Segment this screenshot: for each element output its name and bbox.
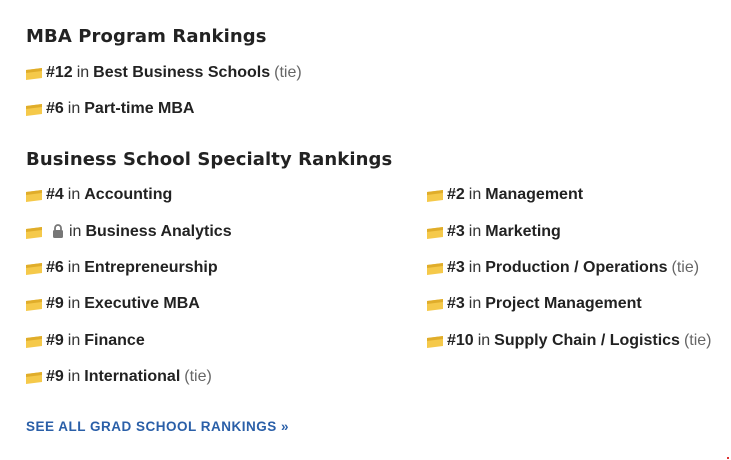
rank-number: #9: [46, 368, 64, 385]
rank-item-supply-chain-logistics[interactable]: #10 in Supply Chain / Logistics (tie): [427, 330, 712, 352]
mba-rankings-title: MBA Program Rankings: [26, 26, 267, 47]
ribbon-flag-icon: [26, 104, 42, 116]
specialty-rankings-title: Business School Specialty Rankings: [26, 149, 393, 170]
rank-in-text: in: [67, 332, 81, 349]
rank-category-link[interactable]: Management: [485, 186, 584, 203]
rank-category-link[interactable]: Finance: [84, 332, 145, 349]
rank-category-link[interactable]: Business Analytics: [85, 223, 232, 240]
ribbon-flag-icon: [26, 227, 42, 239]
rank-number: #10: [447, 332, 474, 349]
rank-item-international[interactable]: #9 in International (tie): [26, 366, 212, 388]
rank-in-text: in: [67, 295, 81, 312]
rank-tie-note: (tie): [184, 368, 212, 385]
rank-category-link[interactable]: Production / Operations: [485, 259, 668, 276]
rank-number: #3: [447, 223, 465, 240]
lock-icon: [52, 224, 64, 238]
rank-item-project-management[interactable]: #3 in Project Management: [427, 293, 642, 315]
rank-category-link[interactable]: Best Business Schools: [93, 64, 271, 81]
rank-item-production-operations[interactable]: #3 in Production / Operations (tie): [427, 257, 699, 279]
rank-item-business-analytics[interactable]: in Business Analytics: [26, 221, 232, 243]
rank-in-text: in: [468, 186, 482, 203]
rank-in-text: in: [76, 64, 90, 81]
rank-item-best-business-schools[interactable]: #12 in Best Business Schools (tie): [26, 62, 302, 84]
rank-number: #6: [46, 100, 64, 117]
ribbon-flag-icon: [427, 336, 443, 348]
rank-tie-note: (tie): [683, 332, 712, 349]
rank-in-text: in: [67, 186, 81, 203]
rank-in-text: in: [468, 259, 482, 276]
rank-tie-note: (tie): [274, 64, 302, 81]
rank-number: #4: [46, 186, 64, 203]
rank-in-text: in: [67, 368, 81, 385]
ribbon-flag-icon: [26, 336, 42, 348]
rank-item-finance[interactable]: #9 in Finance: [26, 330, 145, 352]
rank-number: #3: [447, 295, 465, 312]
rank-number: #2: [447, 186, 465, 203]
rank-category-link[interactable]: Project Management: [485, 295, 642, 312]
rank-item-accounting[interactable]: #4 in Accounting: [26, 184, 172, 206]
rank-category-link[interactable]: International: [84, 368, 181, 385]
rank-number: #9: [46, 295, 64, 312]
rank-number: #6: [46, 259, 64, 276]
rank-category-link[interactable]: Part-time MBA: [84, 100, 195, 117]
rank-number: #9: [46, 332, 64, 349]
ribbon-flag-icon: [427, 190, 443, 202]
rank-number: #12: [46, 64, 73, 81]
rank-in-text: in: [468, 223, 482, 240]
ribbon-flag-icon: [26, 299, 42, 311]
rank-in-text: in: [67, 100, 81, 117]
rank-item-marketing[interactable]: #3 in Marketing: [427, 221, 561, 243]
rank-category-link[interactable]: Executive MBA: [84, 295, 200, 312]
ribbon-flag-icon: [26, 263, 42, 275]
rank-item-executive-mba[interactable]: #9 in Executive MBA: [26, 293, 200, 315]
ribbon-flag-icon: [427, 263, 443, 275]
rank-item-part-time-mba[interactable]: #6 in Part-time MBA: [26, 98, 194, 120]
rank-in-text: in: [67, 259, 81, 276]
rank-in-text: in: [477, 332, 491, 349]
rank-item-management[interactable]: #2 in Management: [427, 184, 583, 206]
rank-in-text: in: [468, 295, 482, 312]
rank-tie-note: (tie): [671, 259, 700, 276]
rank-category-link[interactable]: Marketing: [485, 223, 561, 240]
rank-category-link[interactable]: Accounting: [84, 186, 173, 203]
ribbon-flag-icon: [26, 68, 42, 80]
ribbon-flag-icon: [427, 299, 443, 311]
ribbon-flag-icon: [26, 190, 42, 202]
rank-category-link[interactable]: Supply Chain / Logistics: [494, 332, 680, 349]
rank-number: #3: [447, 259, 465, 276]
ribbon-flag-icon: [427, 227, 443, 239]
see-all-rankings-link[interactable]: SEE ALL GRAD SCHOOL RANKINGS »: [26, 419, 290, 434]
corner-marker: [727, 457, 729, 459]
ribbon-flag-icon: [26, 372, 42, 384]
rank-category-link[interactable]: Entrepreneurship: [84, 259, 218, 276]
rank-in-text: in: [69, 223, 82, 240]
rank-item-entrepreneurship[interactable]: #6 in Entrepreneurship: [26, 257, 218, 279]
